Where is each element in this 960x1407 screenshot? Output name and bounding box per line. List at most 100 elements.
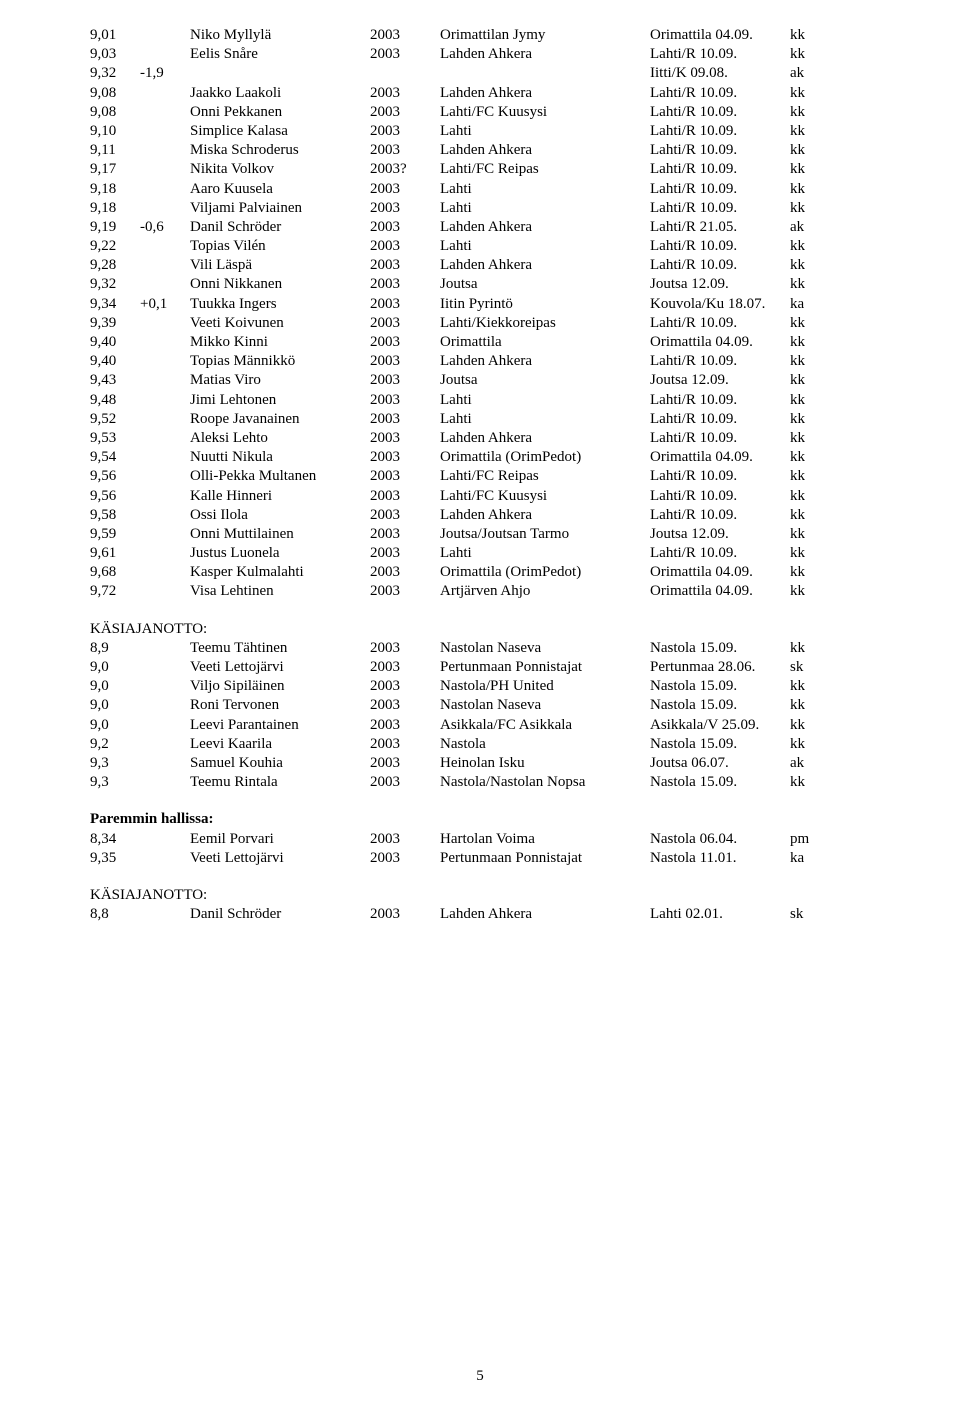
- main-c4: 2003: [370, 352, 440, 371]
- main-row: 9,18Viljami Palviainen2003LahtiLahti/R 1…: [90, 199, 870, 218]
- main-c2: [140, 84, 190, 103]
- main-c2: [140, 448, 190, 467]
- k1-c2: [140, 658, 190, 677]
- main-c6: Joutsa 12.09.: [650, 525, 790, 544]
- main-row: 9,08Jaakko Laakoli2003Lahden AhkeraLahti…: [90, 84, 870, 103]
- main-c3: Niko Myllylä: [190, 26, 370, 45]
- main-c6: Lahti/R 10.09.: [650, 506, 790, 525]
- main-c5: Lahden Ahkera: [440, 429, 650, 448]
- main-c5: Lahden Ahkera: [440, 256, 650, 275]
- main-c5: Orimattila (OrimPedot): [440, 563, 650, 582]
- main-c5: Orimattila: [440, 333, 650, 352]
- main-c3: Aaro Kuusela: [190, 180, 370, 199]
- main-c5: Lahti: [440, 237, 650, 256]
- hall-c5: Hartolan Voima: [440, 830, 650, 849]
- main-c6: Orimattila 04.09.: [650, 563, 790, 582]
- k1-row: 9,2Leevi Kaarila2003NastolaNastola 15.09…: [90, 735, 870, 754]
- main-c4: 2003: [370, 563, 440, 582]
- main-c4: 2003: [370, 275, 440, 294]
- main-c4: 2003: [370, 218, 440, 237]
- main-c2: [140, 122, 190, 141]
- results-k2-block: 8,8Danil Schröder2003Lahden AhkeraLahti …: [90, 905, 870, 924]
- main-c1: 9,19: [90, 218, 140, 237]
- main-c4: 2003: [370, 582, 440, 601]
- main-c3: Tuukka Ingers: [190, 295, 370, 314]
- main-c2: -0,6: [140, 218, 190, 237]
- k1-c4: 2003: [370, 773, 440, 792]
- main-c3: Justus Luonela: [190, 544, 370, 563]
- main-c5: Lahti/FC Reipas: [440, 160, 650, 179]
- main-c3: Simplice Kalasa: [190, 122, 370, 141]
- main-c2: [140, 199, 190, 218]
- main-c7: kk: [790, 544, 820, 563]
- k1-c7: kk: [790, 677, 820, 696]
- main-c4: 2003?: [370, 160, 440, 179]
- k1-c2: [140, 677, 190, 696]
- main-c5: [440, 64, 650, 83]
- main-c5: Lahti: [440, 122, 650, 141]
- hall-c7: ka: [790, 849, 820, 868]
- hall-c3: Veeti Lettojärvi: [190, 849, 370, 868]
- main-row: 9,56Olli-Pekka Multanen2003Lahti/FC Reip…: [90, 467, 870, 486]
- main-row: 9,01Niko Myllylä2003Orimattilan JymyOrim…: [90, 26, 870, 45]
- main-c1: 9,39: [90, 314, 140, 333]
- main-c4: 2003: [370, 199, 440, 218]
- main-c7: kk: [790, 506, 820, 525]
- main-c6: Lahti/R 10.09.: [650, 256, 790, 275]
- main-c2: [140, 582, 190, 601]
- main-c1: 9,34: [90, 295, 140, 314]
- main-c4: 2003: [370, 525, 440, 544]
- k1-c6: Asikkala/V 25.09.: [650, 716, 790, 735]
- k1-row: 9,3Teemu Rintala2003Nastola/Nastolan Nop…: [90, 773, 870, 792]
- k2-c4: 2003: [370, 905, 440, 924]
- main-c1: 9,32: [90, 275, 140, 294]
- k1-c3: Samuel Kouhia: [190, 754, 370, 773]
- k1-c1: 9,0: [90, 696, 140, 715]
- main-c4: 2003: [370, 544, 440, 563]
- main-c5: Joutsa: [440, 371, 650, 390]
- main-c4: 2003: [370, 371, 440, 390]
- k1-c3: Veeti Lettojärvi: [190, 658, 370, 677]
- main-c5: Lahden Ahkera: [440, 218, 650, 237]
- main-row: 9,56Kalle Hinneri2003Lahti/FC KuusysiLah…: [90, 487, 870, 506]
- main-c3: Jaakko Laakoli: [190, 84, 370, 103]
- k2-row: 8,8Danil Schröder2003Lahden AhkeraLahti …: [90, 905, 870, 924]
- main-c5: Lahti: [440, 180, 650, 199]
- main-c1: 9,59: [90, 525, 140, 544]
- main-c3: Nuutti Nikula: [190, 448, 370, 467]
- main-c5: Iitin Pyrintö: [440, 295, 650, 314]
- main-c5: Lahti/FC Kuusysi: [440, 487, 650, 506]
- main-c6: Lahti/R 10.09.: [650, 160, 790, 179]
- hall-c1: 8,34: [90, 830, 140, 849]
- main-c2: [140, 487, 190, 506]
- hall-c2: [140, 849, 190, 868]
- main-c3: Mikko Kinni: [190, 333, 370, 352]
- k1-row: 9,0Viljo Sipiläinen2003Nastola/PH United…: [90, 677, 870, 696]
- main-c2: [140, 180, 190, 199]
- k1-c6: Nastola 15.09.: [650, 677, 790, 696]
- main-c2: [140, 544, 190, 563]
- main-c7: kk: [790, 582, 820, 601]
- main-c7: kk: [790, 410, 820, 429]
- k1-c6: Nastola 15.09.: [650, 639, 790, 658]
- main-c7: kk: [790, 180, 820, 199]
- k1-c5: Nastola/Nastolan Nopsa: [440, 773, 650, 792]
- hall-row: 8,34Eemil Porvari2003Hartolan VoimaNasto…: [90, 830, 870, 849]
- main-c1: 9,18: [90, 180, 140, 199]
- k1-c5: Heinolan Isku: [440, 754, 650, 773]
- main-row: 9,08Onni Pekkanen2003Lahti/FC KuusysiLah…: [90, 103, 870, 122]
- k1-c3: Teemu Rintala: [190, 773, 370, 792]
- main-c7: kk: [790, 314, 820, 333]
- heading-paremmin-hallissa: Paremmin hallissa:: [90, 810, 870, 829]
- main-c1: 9,53: [90, 429, 140, 448]
- k1-c3: Leevi Parantainen: [190, 716, 370, 735]
- main-c7: kk: [790, 45, 820, 64]
- k1-row: 8,9Teemu Tähtinen2003Nastolan NasevaNast…: [90, 639, 870, 658]
- main-c6: Orimattila 04.09.: [650, 26, 790, 45]
- main-c1: 9,48: [90, 391, 140, 410]
- k1-c4: 2003: [370, 754, 440, 773]
- main-c3: [190, 64, 370, 83]
- main-c2: [140, 237, 190, 256]
- main-c2: -1,9: [140, 64, 190, 83]
- main-c1: 9,40: [90, 333, 140, 352]
